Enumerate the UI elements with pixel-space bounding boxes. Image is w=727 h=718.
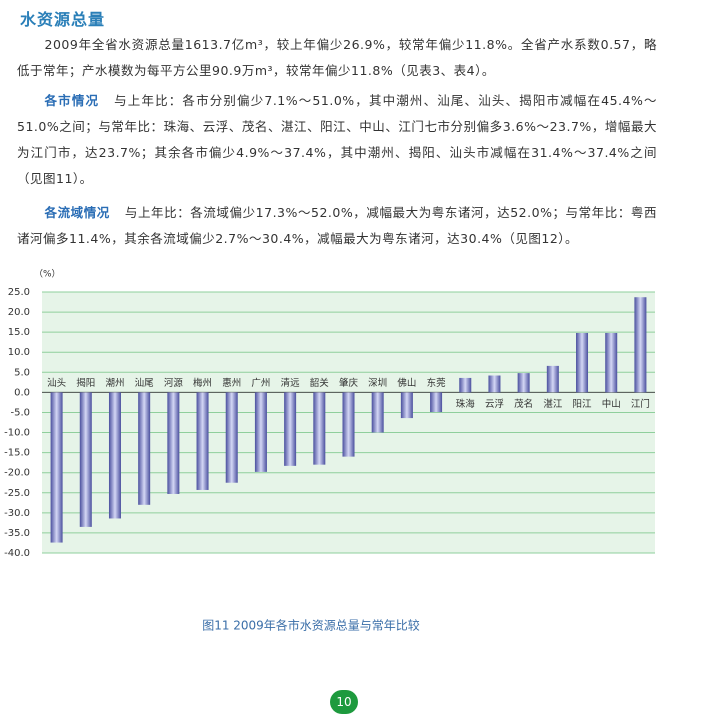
bar [546, 365, 559, 393]
x-tick-label: 梅州 [193, 377, 212, 389]
bar [400, 392, 413, 419]
x-tick-label: 惠州 [222, 377, 241, 389]
bar [430, 392, 443, 413]
y-tick-label: 15.0 [8, 327, 30, 338]
chart-caption: 图11 2009年各市水资源总量与常年比较 [202, 618, 420, 633]
bar [138, 392, 151, 505]
x-tick-label: 清远 [281, 377, 301, 389]
bar [342, 392, 355, 457]
paragraph: 2009年全省水资源总量1613.7亿m³，较上年偏少26.9%，较常年偏少11… [17, 32, 657, 84]
paragraph-body: 与上年比：各流域偏少17.3%～52.0%，减幅最大为粤东诸河，达52.0%；与… [17, 205, 657, 246]
bar [254, 392, 267, 472]
x-tick-label: 云浮 [485, 398, 504, 410]
x-tick-label: 广州 [251, 377, 270, 389]
y-tick-label: 5.0 [14, 367, 30, 378]
y-tick-label: 0.0 [14, 387, 30, 398]
chart: （%） 图11 2009年各市水资源总量与常年比较 25.0 20.0 15.0 10… [4, 269, 655, 633]
x-tick-label: 江门 [631, 398, 650, 410]
bar [167, 392, 180, 494]
x-tick-label: 珠海 [456, 398, 476, 410]
bar [371, 392, 384, 433]
y-tick-label: -35.0 [4, 528, 30, 539]
x-tick-label: 茂名 [514, 398, 533, 410]
x-tick-label: 潮州 [105, 377, 124, 389]
bar [576, 332, 589, 393]
x-tick-label: 揭阳 [76, 377, 95, 389]
y-unit: （%） [34, 269, 61, 280]
y-tick-label: -20.0 [4, 468, 30, 479]
bar [634, 297, 647, 393]
y-tick-label: -10.0 [4, 428, 30, 439]
x-tick-label: 汕尾 [135, 378, 154, 389]
bar [79, 392, 92, 527]
bar [517, 373, 530, 393]
paragraph-heading: 各市情况 [44, 93, 100, 108]
x-tick-label: 肇庆 [339, 377, 359, 389]
bar [313, 392, 326, 465]
x-tick-label: 中山 [602, 398, 621, 410]
section-title: 水资源总量 [20, 10, 106, 29]
x-tick-label: 韶关 [310, 377, 330, 389]
x-tick-label: 佛山 [397, 377, 416, 389]
y-tick-label: -40.0 [4, 548, 30, 559]
paragraph: 各市情况 与上年比：各市分别偏少7.1%～51.0%，其中潮州、汕尾、汕头、揭阳市… [17, 88, 657, 192]
y-tick-label: -5.0 [10, 407, 30, 418]
y-tick-label: -15.0 [4, 448, 30, 459]
paragraph-heading: 各流域情况 [44, 205, 110, 220]
bar [488, 375, 501, 393]
x-tick-label: 东莞 [427, 377, 447, 389]
paragraph-body: 2009年全省水资源总量1613.7亿m³，较上年偏少26.9%，较常年偏少11… [17, 37, 657, 78]
bar [605, 332, 618, 393]
y-tick-label: -30.0 [4, 508, 30, 519]
bar [196, 392, 209, 490]
y-tick-label: -25.0 [4, 488, 30, 499]
bar [459, 377, 472, 393]
x-tick-label: 河源 [164, 377, 184, 389]
page-number: 10 [330, 690, 358, 714]
y-tick-label: 20.0 [8, 307, 30, 318]
paragraph-body: 与上年比：各市分别偏少7.1%～51.0%，其中潮州、汕尾、汕头、揭阳市减幅在4… [17, 93, 657, 186]
x-tick-label: 湛江 [543, 399, 563, 410]
y-tick-label: 25.0 [8, 287, 30, 298]
x-tick-label: 阳江 [573, 399, 593, 410]
bar [50, 392, 63, 543]
paragraph: 各流域情况 与上年比：各流域偏少17.3%～52.0%，减幅最大为粤东诸河，达52… [17, 200, 657, 252]
bar [284, 392, 297, 466]
bar [225, 392, 238, 483]
y-tick-label: 10.0 [8, 347, 30, 358]
bar [108, 392, 121, 519]
x-tick-label: 汕头 [47, 377, 66, 389]
x-tick-label: 深圳 [368, 378, 387, 389]
